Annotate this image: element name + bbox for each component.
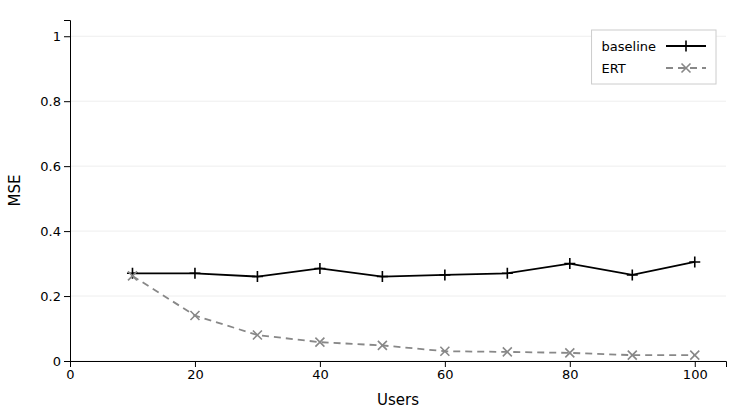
point-marker (253, 331, 262, 340)
y-axis: 0 0.2 0.4 0.6 0.8 1 (40, 21, 70, 369)
point-marker (127, 268, 138, 279)
tick: 0.8 (40, 94, 70, 109)
plot-area: 0 20 40 60 80 100 0 0.2 0.4 0.6 0.8 1 baseline ERT (40, 21, 726, 383)
point-marker (190, 311, 199, 320)
series-line (132, 276, 694, 355)
tick: 0.6 (40, 159, 70, 174)
point-marker (252, 271, 263, 282)
tick-mark (64, 101, 70, 102)
tick: 40 (312, 361, 329, 382)
tick-mark (570, 361, 571, 367)
tick: 20 (187, 361, 204, 382)
tick-mark (195, 361, 196, 367)
point-marker (314, 263, 325, 274)
tick-mark (64, 36, 70, 37)
tick-label: 0.8 (40, 94, 61, 109)
x-axis: 0 20 40 60 80 100 (66, 361, 726, 382)
tick: 0.4 (40, 224, 70, 239)
legend-item: ERT (602, 61, 706, 76)
tick-label: 0.2 (40, 289, 61, 304)
legend-item: baseline (602, 39, 706, 54)
point-marker (439, 269, 450, 280)
tick: 0 (53, 354, 70, 369)
tick-mark (64, 361, 70, 362)
tick-mark (64, 296, 70, 297)
tick-label: 40 (312, 367, 329, 382)
tick: 0.2 (40, 289, 70, 304)
tick-label: 1 (53, 29, 61, 44)
grid-line (70, 101, 726, 102)
chart: 0 20 40 60 80 100 0 0.2 0.4 0.6 0.8 1 baseline ERT Use… (0, 0, 750, 417)
tick-label: 80 (562, 367, 579, 382)
legend: baseline ERT (592, 30, 716, 84)
grid-line (70, 231, 726, 232)
point-marker (628, 351, 637, 360)
grid-line (70, 166, 726, 167)
point-marker (689, 256, 700, 267)
tick-label: 0.4 (40, 224, 61, 239)
y-axis-title: MSE (6, 175, 24, 207)
tick: 100 (683, 361, 708, 382)
tick-mark (64, 231, 70, 232)
legend-marker (681, 41, 692, 52)
tick-mark (320, 361, 321, 367)
tick-label: 0 (53, 354, 61, 369)
point-marker (503, 347, 512, 356)
point-marker (377, 271, 388, 282)
tick-mark (445, 361, 446, 367)
axis-line (71, 362, 727, 368)
tick-label: 100 (683, 367, 708, 382)
point-marker (128, 271, 137, 280)
tick-label: 0 (66, 367, 74, 382)
x-axis-title: Users (377, 391, 419, 409)
axis-line (64, 21, 71, 362)
tick: 1 (53, 29, 70, 44)
grid-line (70, 296, 726, 297)
data-layer (127, 256, 700, 359)
point-marker (565, 348, 574, 357)
point-marker (378, 341, 387, 350)
tick-label: 0.6 (40, 159, 61, 174)
legend-label: ERT (602, 61, 626, 76)
point-marker (502, 268, 513, 279)
legend-box (592, 30, 716, 84)
tick-label: 20 (187, 367, 204, 382)
series-line (132, 262, 694, 277)
tick-label: 60 (437, 367, 454, 382)
tick-mark (64, 166, 70, 167)
point-marker (440, 347, 449, 356)
point-marker (690, 351, 699, 360)
grid (70, 36, 726, 361)
tick: 60 (437, 361, 454, 382)
point-marker (315, 338, 324, 347)
point-marker (627, 269, 638, 280)
tick: 80 (562, 361, 579, 382)
tick-mark (695, 361, 696, 367)
tick: 0 (66, 361, 74, 382)
legend-label: baseline (602, 39, 656, 54)
legend-marker (682, 64, 691, 73)
point-marker (189, 268, 200, 279)
point-marker (564, 258, 575, 269)
